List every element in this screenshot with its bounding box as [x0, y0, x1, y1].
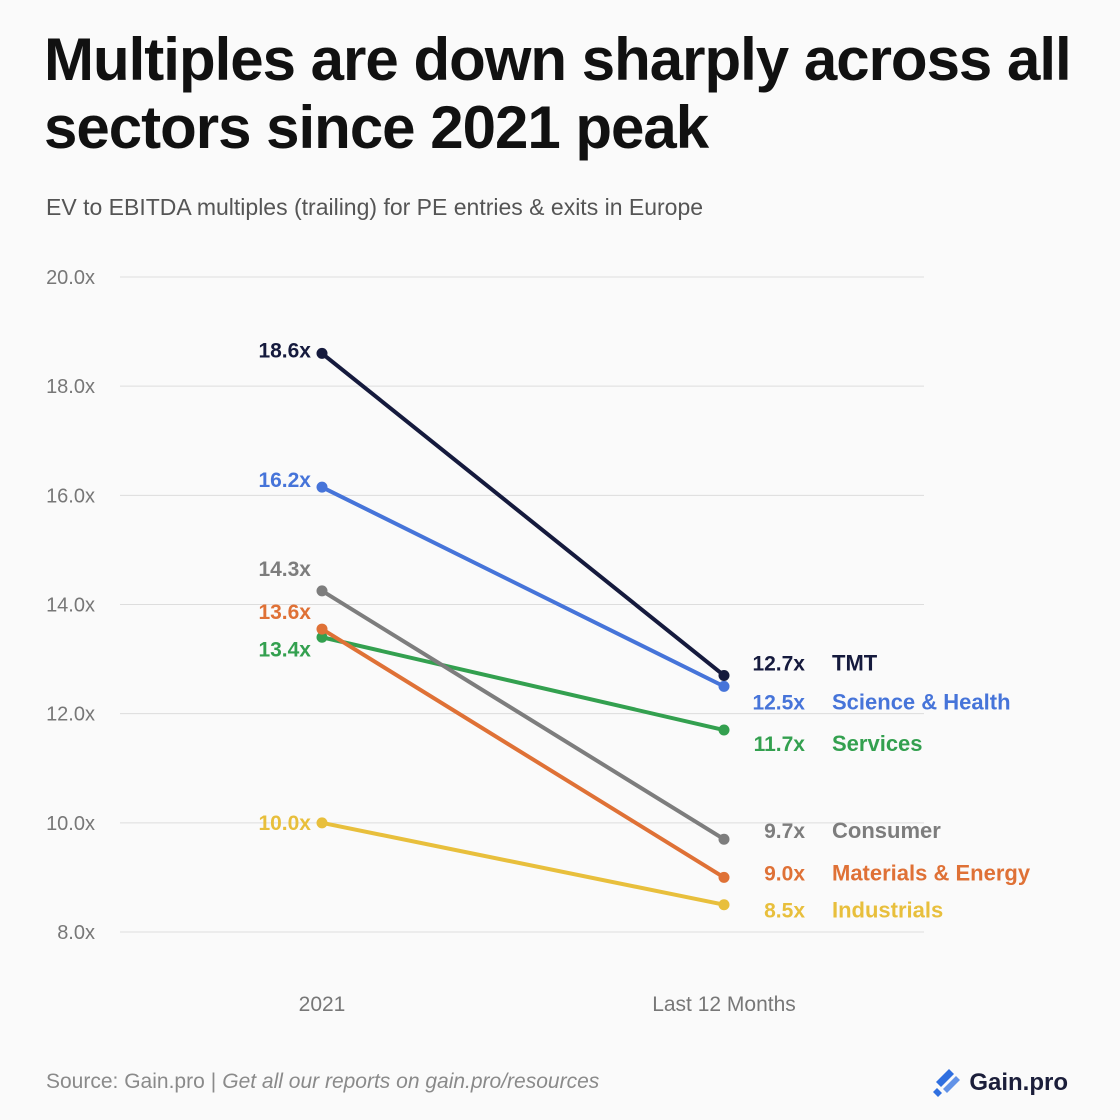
line-chart: 8.0x 10.0x 12.0x 14.0x 16.0x 18.0x 20.0x 2021 L… [46, 267, 1031, 1016]
series-line-tmt [320, 351, 726, 678]
start-label-industrials: 10.0x [258, 812, 311, 835]
end-label-tmt: 12.7x [752, 652, 805, 675]
point-ltm-consumer [718, 833, 730, 845]
point-ltm-tmt [718, 669, 730, 681]
point-ltm-services [718, 724, 730, 736]
series-line-consumer [320, 588, 726, 842]
y-tick-label: 8.0x [57, 922, 95, 944]
footer-source: Source: Gain.pro | Get all our reports on … [46, 1070, 599, 1094]
legend-science-and-health: Science & Health [832, 689, 1011, 714]
chart-subtitle: EV to EBITDA multiples (trailing) for PE… [46, 194, 704, 220]
series-line-materials-and-energy [320, 627, 726, 880]
legend-materials-and-energy: Materials & Energy [832, 860, 1031, 885]
y-tick-label: 12.0x [46, 704, 95, 726]
start-label-science-and-health: 16.2x [258, 469, 311, 492]
end-label-services: 11.7x [754, 733, 806, 756]
point-ltm-materials-and-energy [718, 871, 730, 883]
end-label-industrials: 8.5x [764, 900, 805, 923]
y-tick-label: 14.0x [46, 595, 95, 617]
legend-consumer: Consumer [832, 818, 941, 843]
point-2021-services [316, 631, 328, 643]
start-label-tmt: 18.6x [258, 339, 311, 362]
point-2021-science-and-health [316, 481, 328, 493]
data-labels: 18.6x 12.7x TMT 16.2x 12.5x Science & Health 1… [258, 339, 1030, 922]
reports-link[interactable]: Get all our reports on gain.pro/resource… [222, 1070, 600, 1093]
series-lines [316, 347, 730, 911]
point-2021-consumer [316, 585, 328, 597]
chart-title: Multiples are down sharply across all se… [44, 26, 1072, 161]
gain-logo-icon [933, 1069, 961, 1097]
brand-logo: Gain.pro [929, 1066, 1068, 1100]
brand-name: Gain.pro [969, 1069, 1068, 1096]
point-ltm-science-and-health [718, 680, 730, 692]
gridlines [120, 276, 924, 933]
x-axis-ticks: 2021 Last 12 Months [299, 993, 796, 1016]
x-tick-label: 2021 [299, 993, 346, 1016]
series-line-services [320, 635, 726, 733]
source-text: Source: Gain.pro [46, 1070, 205, 1093]
point-2021-materials-and-energy [316, 623, 328, 635]
y-tick-label: 10.0x [46, 813, 95, 835]
end-label-materials-and-energy: 9.0x [764, 862, 805, 885]
end-label-science-and-health: 12.5x [752, 691, 805, 714]
x-tick-label: Last 12 Months [652, 993, 796, 1016]
start-label-consumer: 14.3x [258, 558, 311, 581]
legend-industrials: Industrials [832, 898, 943, 923]
end-label-consumer: 9.7x [764, 820, 805, 843]
point-2021-tmt [316, 347, 328, 359]
start-label-services: 13.4x [258, 638, 311, 661]
series-line-science-and-health [320, 485, 726, 689]
y-tick-label: 18.0x [46, 376, 95, 398]
legend-services: Services [832, 731, 923, 756]
footer-separator: | [210, 1070, 217, 1093]
series-line-industrials [320, 820, 726, 907]
y-axis-ticks: 8.0x 10.0x 12.0x 14.0x 16.0x 18.0x 20.0x [46, 267, 95, 944]
start-label-materials-and-energy: 13.6x [258, 601, 311, 624]
legend-tmt: TMT [832, 650, 878, 675]
y-tick-label: 16.0x [46, 485, 95, 507]
y-tick-label: 20.0x [46, 267, 95, 289]
point-2021-industrials [316, 817, 328, 829]
point-ltm-industrials [718, 899, 730, 911]
